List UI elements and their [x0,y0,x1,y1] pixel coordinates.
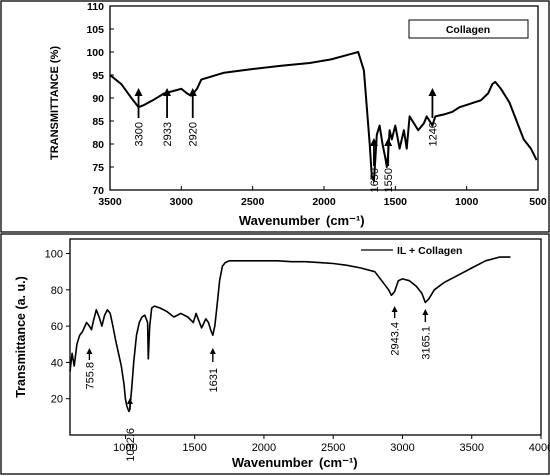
bottom-panel-frame [0,233,550,475]
top-x-tick-label: 3000 [170,196,194,208]
il-collagen-series-line [69,256,511,413]
top-y-tick-label: 75 [92,162,104,174]
bottom-peak-label: 1032.6 [125,428,137,462]
top-peak-label: 1240 [427,122,439,146]
top-peak-arrowhead [188,88,197,96]
bottom-peak-label: 1631 [208,368,220,392]
bottom-x-tick-label: 1500 [182,442,206,454]
top-y-tick-label: 80 [92,139,104,151]
top-legend-box [408,19,529,39]
top-x-tick-label: 500 [529,196,547,208]
bottom-y-tick-label: 100 [45,249,63,261]
top-peak-label: 2920 [188,122,200,146]
top-legend-label: Collagen [446,24,490,36]
bottom-y-tick-label: 40 [51,357,63,369]
top-x-tick-label: 3500 [98,196,122,208]
bottom-y-tick-label: 60 [51,321,63,333]
top-peak-arrowhead [134,88,143,96]
top-x-tick-label: 1000 [455,196,479,208]
top-y-tick-label: 70 [92,185,104,197]
top-y-tick-label: 105 [86,24,104,36]
bottom-peak-label: 755.8 [84,362,96,390]
top-x-tick-label: 1500 [384,196,408,208]
top-x-axis-label: Wavenumber [239,213,320,228]
top-y-tick-label: 90 [92,93,104,105]
bottom-x-tick-label: 2500 [321,442,345,454]
bottom-x-axis-label: Wavenumber [232,455,313,470]
bottom-peak-arrowhead [209,348,216,354]
top-x-tick-label: 2000 [312,196,336,208]
top-peak-label: 3300 [134,122,146,146]
collagen-series-line [109,51,538,182]
bottom-y-tick-label: 20 [51,394,63,406]
top-y-tick-label: 95 [92,70,104,82]
top-y-tick-label: 85 [92,116,104,128]
bottom-x-tick-label: 3000 [390,442,414,454]
bottom-x-tick-label: 3500 [459,442,483,454]
bottom-peak-arrowhead [422,309,429,315]
bottom-peak-label: 3165.1 [420,326,432,360]
bottom-peak-arrowhead [391,306,398,312]
bottom-legend-label: IL + Collagen [397,245,462,257]
top-peak-label: 1550 [383,168,395,192]
collagen-ftir-chart: 70 75 80 85 90 95 100 105 110 3500 3000 2500 2000 15… [49,1,547,228]
top-x-axis-unit: (cm⁻¹) [326,213,365,228]
top-y-axis-label: TRANSMITTANCE (%) [49,46,61,160]
bottom-y-axis-label: Transmittance (a. u.) [14,276,28,398]
bottom-plot-area [69,238,542,436]
il-collagen-ftir-chart: 20 40 60 80 100 1000 1500 2000 2500 3000 3500 4000… [14,238,550,470]
bottom-x-tick-label: 1000 [113,442,137,454]
top-panel-frame [0,0,550,233]
top-y-tick-label: 110 [87,1,104,13]
bottom-peak-arrowhead [86,348,93,354]
bottom-y-tick-label: 80 [51,285,63,297]
top-peak-label: 2933 [162,122,174,146]
bottom-x-tick-label: 4000 [529,442,550,454]
top-peak-arrowhead [428,88,437,96]
bottom-x-tick-label: 2000 [252,442,276,454]
bottom-peak-label: 2943.4 [390,322,402,356]
top-x-tick-label: 2500 [241,196,265,208]
bottom-x-axis-unit: (cm⁻¹) [319,455,358,470]
top-y-tick-label: 100 [86,47,104,59]
